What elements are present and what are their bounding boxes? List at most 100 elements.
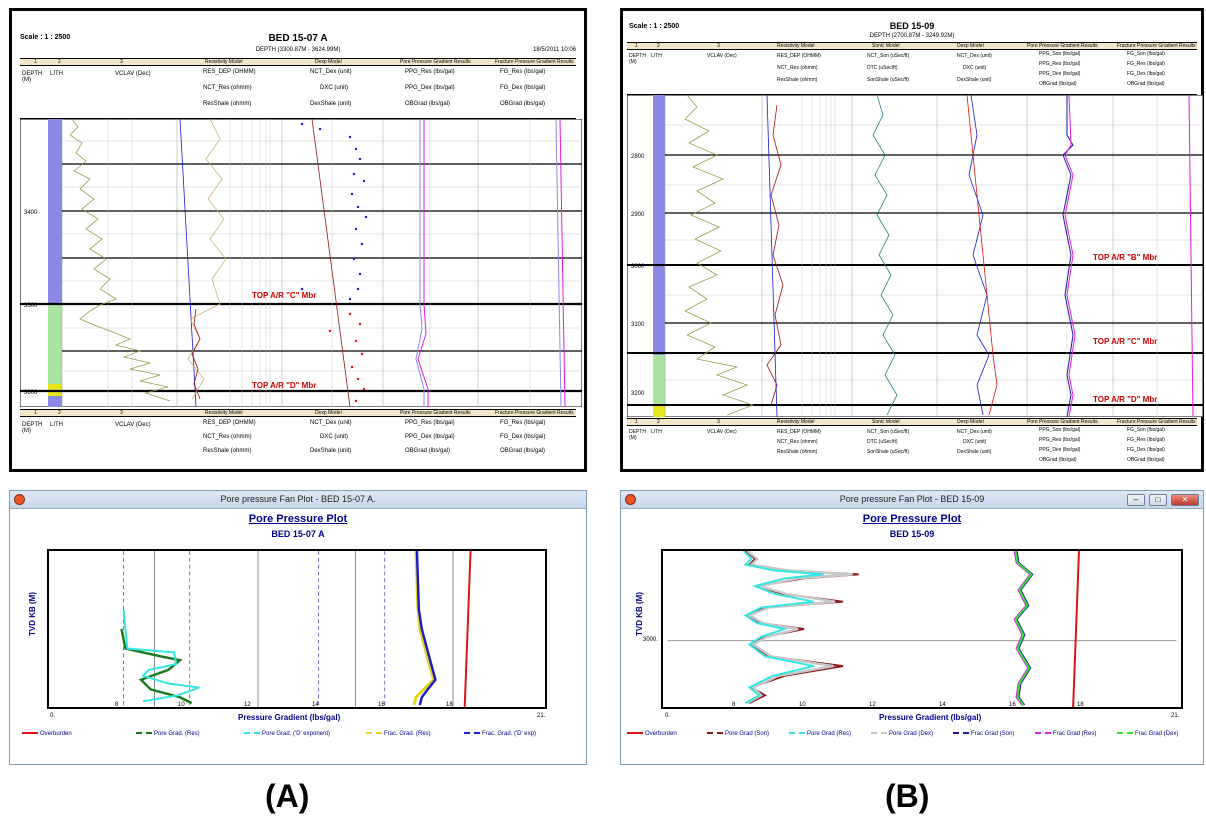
col-depth-b: DEPTH (M) — [629, 53, 646, 65]
col-lith-footer: LITH — [50, 422, 64, 428]
x-tick-8-b: 8 — [732, 702, 736, 708]
curve-footer-block-b: DEPTH (M) LITH VCLAV (Dec) RES_DEP (OHMM… — [627, 427, 1197, 469]
curve-resshale-b: ResShale (ohmm) — [777, 77, 818, 83]
date-label: 18/5/2011 10:06 — [533, 47, 576, 53]
curve-sonshale-b: SonShale (uSec/ft) — [867, 77, 909, 83]
col-depth-footer: DEPTH (M) — [22, 422, 43, 434]
track-header-row: 1 2 3 Resistivity Model Dexp Model Pore … — [20, 58, 576, 66]
curve-obgrad-b-footer: OBGrad (lbs/gal) — [1039, 457, 1077, 463]
well-name-b: BED 15-09 — [889, 529, 935, 539]
col-number-3-footer: 3 — [120, 410, 123, 416]
curve-dxc-footer: DXC (unit) — [320, 434, 349, 440]
curve-res-dep: RES_DEP (OHMM) — [203, 69, 256, 75]
track-dexp-title: Dexp Model — [315, 59, 342, 65]
track-sonic-footer-b: Sonic Model — [872, 419, 900, 425]
curve-dexshale: DexShale (unit) — [310, 101, 352, 107]
curve-dexshale-footer: DexShale (unit) — [310, 448, 352, 454]
col-number-2-b-footer: 2 — [657, 419, 660, 425]
curve-ppg-dex-b: PPG_Dex (lbs/gal) — [1039, 71, 1081, 77]
plot-title-b: Pore Pressure Plot — [862, 513, 962, 525]
top-c-marker: TOP A/R "C" Mbr — [252, 291, 317, 300]
col-lith-b: LITH — [651, 53, 662, 59]
close-button[interactable]: ✕ — [1171, 494, 1199, 506]
curve-vclav-footer: VCLAV (Dec) — [115, 422, 151, 428]
minimize-button[interactable]: – — [1127, 494, 1145, 506]
track-footer-row-b: 1 2 3 Resistivity Model Sonic Model Dexp… — [627, 418, 1197, 426]
fan-chart-b — [661, 549, 1183, 709]
curve-footer-block: DEPTH (M) LITH VCLAV (Dec) RES_DEP (OHMM… — [20, 418, 576, 466]
depth-tick-b-2800: 2800 — [631, 154, 645, 160]
pore-grad-res-line-b — [742, 551, 824, 704]
x-tick-8: 8 — [115, 702, 119, 708]
track-dexp-footer-b: Dexp Model — [957, 419, 984, 425]
curve-nct-dex-b: NCT_Dex (unit) — [957, 53, 992, 59]
curve-res-dep-b-footer: RES_DEP (OHMM) — [777, 429, 821, 435]
curve-res-dep-footer: RES_DEP (OHMM) — [203, 420, 256, 426]
curve-sonshale-b-footer: SonShale (uSec/ft) — [867, 449, 909, 455]
maximize-button[interactable]: □ — [1149, 494, 1167, 506]
x-tick-16-b: 16 — [1009, 702, 1016, 708]
legend-frac-dexp: Frac. Grad. ('D' exp) — [464, 731, 536, 737]
curve-ppg-dex: PPG_Dex (lbs/gal) — [405, 85, 455, 91]
col-lith-b-footer: LITH — [651, 429, 662, 435]
top-d-marker: TOP A/R "D" Mbr — [252, 381, 317, 390]
track-dexp-footer: Dexp Model — [315, 410, 342, 416]
scale-label: Scale : 1 : 2500 — [20, 34, 71, 41]
depth-tick-b-3200: 3200 — [631, 391, 645, 397]
legend-frac-dex-b: Frac Grad (Dex) — [1117, 731, 1178, 737]
window-titlebar-b[interactable]: Pore pressure Fan Plot - BED 15-09 – □ ✕ — [621, 491, 1203, 509]
curve-ppg-res-b: PPG_Res (lbs/gal) — [1039, 61, 1081, 67]
col-number-1: 1 — [34, 59, 37, 65]
curve-resshale: ResShale (ohmm) — [203, 101, 252, 107]
track-ppg-title: Pore Pressure Gradient Results — [400, 59, 471, 65]
curve-fg-son-b-footer: FG_Son (lbs/gal) — [1127, 427, 1165, 433]
curve-dxc: DXC (unit) — [320, 85, 349, 91]
track-ppg-footer: Pore Pressure Gradient Results — [400, 410, 471, 416]
legend-pore-dexp: Pore Grad. ('D' exponent) — [244, 731, 330, 737]
curve-fg-res: FG_Res (lbs/gal) — [500, 69, 546, 75]
window-titlebar[interactable]: Pore pressure Fan Plot - BED 15-07 A. — [10, 491, 586, 509]
log-tracks-b: 2800 2900 3000 3100 3200 — [627, 95, 1203, 417]
curve-vclav: VCLAV (Dec) — [115, 71, 151, 77]
app-icon-b — [625, 494, 636, 505]
curve-ppg-res-b-footer: PPG_Res (lbs/gal) — [1039, 437, 1081, 443]
track-fg-title: Fracture Pressure Gradient Results — [495, 59, 574, 65]
x-axis-label: Pressure Gradient (lbs/gal) — [238, 713, 341, 722]
x-tick-18: 18 — [446, 702, 453, 708]
y-tick-3000: 3000. — [643, 637, 659, 643]
curve-nct-son-b: NCT_Son (uSec/ft) — [867, 53, 910, 59]
top-c-marker-b: TOP A/R "C" Mbr — [1093, 337, 1158, 346]
log-panel-b: Scale : 1 : 2500 BED 15-09 DEPTH (2700.8… — [620, 8, 1204, 472]
curve-nct-son-b-footer: NCT_Son (uSec/ft) — [867, 429, 910, 435]
curve-dxc-b-footer: DXC (unit) — [963, 439, 987, 445]
curve-dexshale-b: DexShale (unit) — [957, 77, 992, 83]
curve-obgrad-fg-b-footer: OBGrad (lbs/gal) — [1127, 457, 1165, 463]
overburden-line-b — [1072, 551, 1080, 707]
x-min-label-b: 0. — [665, 713, 671, 719]
track-resistivity-title-b: Resistivity Model — [777, 43, 815, 49]
track-dexp-title-b: Dexp Model — [957, 43, 984, 49]
col-number-1-b: 1 — [635, 43, 638, 49]
y-axis-label: TVD KB (M) — [28, 592, 37, 636]
window-title-b: Pore pressure Fan Plot - BED 15-09 — [839, 494, 985, 504]
col-number-2-footer: 2 — [58, 410, 61, 416]
top-b-marker: TOP A/R "B" Mbr — [1093, 253, 1158, 262]
curve-fg-res-b-footer: FG_Res (lbs/gal) — [1127, 437, 1165, 443]
curve-fg-res-b: FG_Res (lbs/gal) — [1127, 61, 1165, 67]
legend-frac-son-b: Frac Grad (Son) — [953, 731, 1014, 737]
track-sonic-title-b: Sonic Model — [872, 43, 900, 49]
log-panel-a: Scale : 1 : 2500 BED 15-07 A DEPTH (3300… — [9, 8, 587, 472]
pore-grad-dexp-line — [122, 609, 200, 703]
curve-ppg-res-footer: PPG_Res (lbs/gal) — [405, 420, 455, 426]
curve-vclav-b: VCLAV (Dec) — [707, 53, 737, 59]
depth-tick-b-3000: 3000 — [631, 264, 645, 270]
depth-tick-3600: 3600 — [24, 390, 38, 396]
curve-nct-res-b-footer: NCT_Res (ohmm) — [777, 439, 818, 445]
x-max-label-b: 21. — [1171, 713, 1180, 719]
curve-ppg-son-b: PPG_Son (lbs/gal) — [1039, 51, 1081, 57]
track-resistivity-footer-b: Resistivity Model — [777, 419, 815, 425]
curve-obgrad-fg-b: OBGrad (lbs/gal) — [1127, 81, 1165, 87]
x-tick-10-b: 10 — [799, 702, 806, 708]
curve-resshale-b-footer: ResShale (ohmm) — [777, 449, 818, 455]
legend-frac-res: Frac. Grad. (Res) — [366, 731, 431, 737]
